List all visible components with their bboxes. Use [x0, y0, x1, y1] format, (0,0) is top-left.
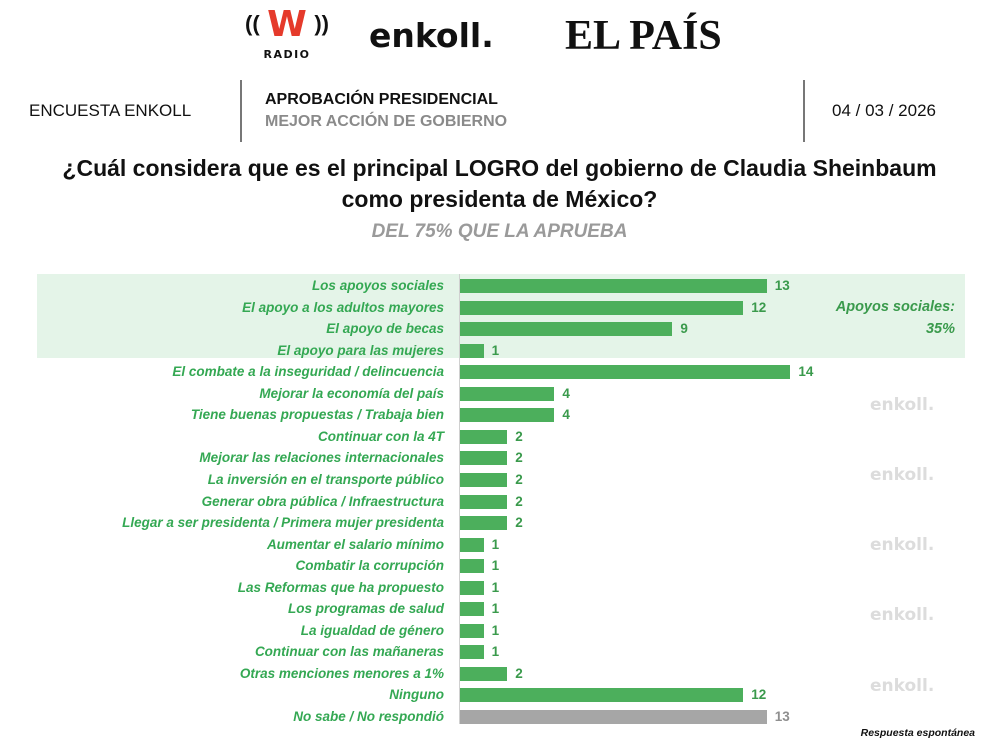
data-label: 2: [515, 515, 523, 531]
category-label: Tiene buenas propuestas / Trabaja bien: [190, 407, 444, 423]
category-label: Llegar a ser presidenta / Primera mujer …: [122, 515, 444, 531]
radio-waves-left-icon: ((: [245, 11, 260, 36]
chart-title-line-2: como presidenta de México?: [341, 186, 658, 212]
data-label: 1: [491, 644, 500, 660]
category-axis-line: [459, 274, 460, 724]
data-label: 1: [491, 622, 500, 638]
category-label: Combatir la corrupción: [295, 558, 444, 574]
bar: [460, 408, 555, 423]
data-label: 9: [680, 321, 688, 337]
category-label: El combate a la inseguridad / delincuenc…: [172, 364, 444, 380]
bar: [460, 710, 767, 724]
bar: [460, 494, 508, 509]
survey-header: ENCUESTA ENKOLL APROBACIÓN PRESIDENCIAL …: [0, 80, 999, 142]
bar: [460, 688, 744, 703]
bar: [460, 300, 744, 315]
bar: [460, 645, 484, 660]
chart-title: ¿Cuál considera que es el principal LOGR…: [0, 153, 999, 215]
w-radio-logo: (( W )) RADIO: [245, 4, 329, 66]
data-label: 1: [491, 342, 500, 358]
logo-bar: (( W )) RADIO enkoll. EL PAÍS: [0, 0, 999, 70]
category-label: No sabe / No respondió: [293, 709, 444, 724]
data-label: 13: [774, 278, 790, 293]
enkoll-watermark: enkoll.: [870, 605, 935, 625]
enkoll-watermark: enkoll.: [870, 465, 935, 485]
enkoll-watermark: enkoll.: [870, 395, 935, 415]
highlight-annotation-label: Apoyos sociales:: [835, 299, 955, 315]
data-label: 2: [515, 471, 523, 487]
category-label: Mejorar las relaciones internacionales: [199, 450, 444, 466]
data-label: 1: [491, 579, 500, 595]
data-label: 13: [774, 709, 790, 724]
bar: [460, 429, 508, 444]
data-label: 1: [491, 536, 500, 552]
header-divider-right: [803, 80, 805, 142]
bar: [460, 602, 484, 617]
bar: [460, 386, 555, 401]
category-label: Mejorar la economía del país: [259, 385, 444, 401]
highlight-annotation-value: 35%: [925, 321, 955, 337]
bar: [460, 343, 484, 358]
w-radio-letter: W: [267, 4, 307, 45]
data-label: 12: [751, 687, 767, 703]
data-label: 4: [562, 407, 570, 423]
category-label: La igualdad de género: [300, 622, 444, 638]
data-label: 12: [751, 299, 767, 315]
bar: [460, 666, 508, 681]
data-label: 2: [515, 428, 523, 444]
category-label: La inversión en el transporte público: [207, 471, 444, 487]
data-label: 14: [798, 364, 814, 380]
w-radio-sub: RADIO: [263, 48, 311, 61]
enkoll-watermark: enkoll.: [870, 676, 935, 696]
category-label: Continuar con la 4T: [317, 428, 444, 444]
bar: [460, 623, 484, 638]
enkoll-watermark: enkoll.: [870, 535, 935, 555]
header-divider-left: [240, 80, 242, 142]
bar: [460, 559, 484, 574]
data-label: 1: [491, 601, 500, 617]
category-label: Continuar con las mañaneras: [254, 644, 444, 660]
category-label: Ninguno: [389, 687, 444, 703]
category-label: El apoyo a los adultos mayores: [242, 299, 444, 315]
category-label: El apoyo para las mujeres: [277, 342, 444, 358]
enkoll-logo: enkoll.: [369, 16, 494, 55]
bar: [460, 322, 673, 337]
chart-subtitle: DEL 75% QUE LA APRUEBA: [371, 221, 628, 242]
survey-topic: APROBACIÓN PRESIDENCIAL MEJOR ACCIÓN DE …: [265, 89, 507, 133]
chart-title-line-1: ¿Cuál considera que es el principal LOGR…: [62, 155, 937, 181]
category-label: Aumentar el salario mínimo: [266, 536, 444, 552]
bar: [460, 580, 484, 595]
bar: [460, 537, 484, 552]
bar: [460, 279, 767, 293]
data-label: 2: [515, 450, 523, 466]
bar: [460, 472, 508, 487]
survey-title: APROBACIÓN PRESIDENCIAL: [265, 91, 498, 108]
category-label: Los programas de salud: [287, 601, 444, 617]
survey-subtitle: MEJOR ACCIÓN DE GOBIERNO: [265, 113, 508, 130]
survey-date: 04 / 03 / 2026: [832, 101, 936, 120]
footnote: Respuesta espontánea: [860, 727, 975, 739]
el-pais-logo: EL PAÍS: [565, 13, 722, 59]
data-label: 2: [515, 493, 523, 509]
radio-waves-right-icon: )): [314, 11, 329, 36]
category-label: Las Reformas que ha propuesto: [237, 579, 444, 595]
data-label: 1: [491, 558, 500, 574]
category-label: Otras menciones menores a 1%: [239, 665, 444, 681]
category-label: El apoyo de becas: [326, 321, 444, 337]
bar: [460, 365, 791, 380]
category-label: Los apoyos sociales: [311, 278, 444, 293]
highlight-annotation: Apoyos sociales: 35%: [836, 296, 955, 340]
survey-source: ENCUESTA ENKOLL: [29, 101, 192, 120]
data-label: 4: [562, 385, 570, 401]
category-label: Generar obra pública / Infraestructura: [201, 493, 444, 509]
bar: [460, 451, 508, 466]
bar: [460, 516, 508, 531]
data-label: 2: [515, 665, 523, 681]
